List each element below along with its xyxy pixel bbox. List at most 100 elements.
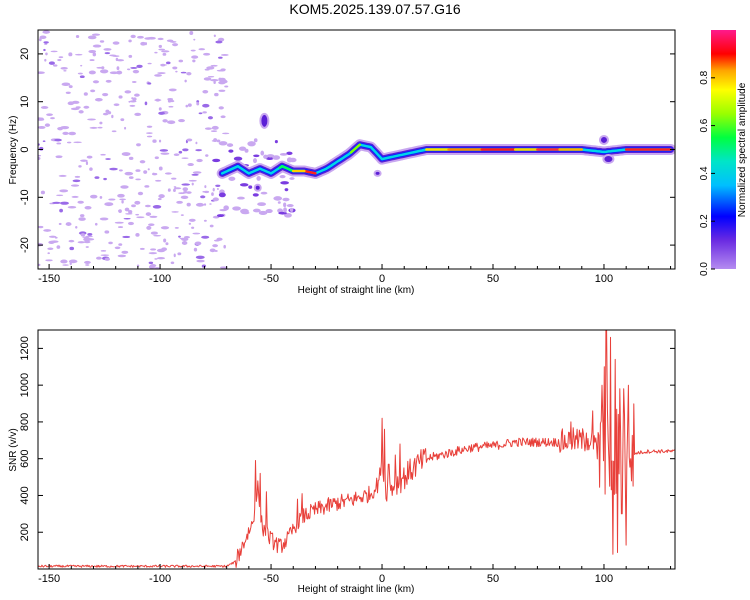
spectrogram-noise-blob	[210, 79, 219, 82]
spectrogram-noise-blob	[87, 118, 96, 121]
spectrogram-noise-blob	[60, 201, 69, 205]
spectrogram-noise-blob	[170, 261, 175, 265]
spectrogram-side-lobe	[253, 183, 262, 192]
spectrogram-noise-blob	[120, 185, 129, 189]
spectrogram-noise-blob	[150, 248, 157, 251]
spectrogram-noise-blob	[94, 97, 103, 102]
spectrogram-noise-blob	[100, 153, 106, 156]
spectrogram-noise-blob	[65, 91, 71, 95]
spectrogram-noise-blob	[195, 202, 205, 207]
snr-plot-area	[38, 330, 675, 568]
spectrogram-noise-blob	[80, 233, 86, 237]
spectrogram-noise-blob	[228, 149, 234, 153]
spectrogram-noise-blob	[156, 248, 166, 253]
spectrogram-noise-blob	[63, 70, 67, 72]
spectrogram-noise-blob	[127, 221, 134, 226]
spectrogram-noise-blob	[136, 143, 141, 147]
spectrogram-noise-blob	[232, 206, 241, 211]
spectrogram-noise-blob	[212, 244, 218, 248]
spectrogram-noise-blob	[284, 188, 289, 192]
spectrogram-noise-blob	[213, 34, 216, 38]
spectrogram-noise-blob	[99, 121, 103, 125]
spectrogram-noise-blob	[84, 205, 92, 210]
x-tick-label: 50	[487, 573, 499, 585]
spectrogram-noise-blob	[55, 156, 62, 159]
spectrogram-noise-blob	[167, 188, 171, 192]
spectrogram-noise-blob	[132, 97, 137, 101]
spectrogram-noise-blob	[162, 119, 168, 123]
spectrogram-noise-blob	[158, 111, 165, 115]
spectrogram-noise-blob	[207, 75, 215, 78]
spectrogram-noise-blob	[78, 110, 84, 114]
spectrogram-noise-blob	[44, 43, 48, 45]
spectrogram-noise-blob	[289, 177, 295, 180]
spectrogram-noise-blob	[218, 106, 224, 110]
spectrogram-side-lobe	[598, 134, 609, 145]
spectrogram-noise-blob	[156, 256, 166, 260]
spectrogram-noise-blob	[58, 222, 62, 226]
spectrogram-noise-blob	[210, 130, 218, 132]
spectrogram-noise-blob	[215, 40, 223, 44]
spectrogram-noise-blob	[207, 116, 213, 120]
spectrogram-noise-blob	[118, 209, 121, 213]
spectrogram-noise-blob	[145, 212, 152, 216]
spectrogram-noise-blob	[48, 235, 57, 238]
spectrogram-noise-blob	[180, 214, 184, 216]
spectrogram-noise-blob	[92, 52, 97, 57]
y-tick-label: 1000	[19, 373, 31, 397]
spectrogram-noise-blob	[195, 149, 203, 152]
spectrogram-noise-blob	[38, 154, 42, 157]
spectrogram-noise-blob	[60, 259, 68, 264]
spectrogram-noise-blob	[103, 177, 107, 181]
spectrogram-noise-blob	[167, 120, 176, 125]
spectrogram-noise-blob	[57, 58, 62, 62]
spectrogram-noise-blob	[90, 194, 98, 199]
spectrogram-noise-blob	[148, 252, 158, 255]
spectrogram-noise-blob	[173, 187, 182, 190]
spectrogram-noise-blob	[38, 156, 41, 160]
spectrogram-noise-blob	[248, 185, 253, 189]
spectrogram-noise-blob	[67, 206, 77, 209]
snr-panel: -150 -100 -50 0 50 100 200 400 600 800 1000 1200 H…	[8, 329, 676, 595]
spectrogram-noise-blob	[277, 208, 283, 213]
spectrogram-noise-blob	[104, 230, 110, 234]
spectrogram-noise-blob	[44, 123, 51, 127]
colorbar-tick-label: 0.2	[699, 214, 710, 228]
spectrogram-noise-blob	[150, 231, 158, 235]
spectrogram-noise-blob	[204, 68, 210, 71]
snr-y-axis: 200 400 600 800 1000 1200	[19, 336, 675, 541]
spectrogram-noise-blob	[100, 254, 110, 257]
spectrogram-noise-blob	[68, 259, 78, 264]
spectrogram-noise-blob	[201, 264, 207, 268]
spectrogram-noise-blob	[88, 70, 96, 75]
spectrogram-noise-blob	[212, 158, 221, 163]
spectrogram-noise-blob	[190, 49, 196, 52]
spectrogram-noise-blob	[286, 204, 294, 208]
spectrogram-noise-blob	[147, 168, 150, 171]
spectrogram-noise-blob	[216, 214, 225, 217]
spectrogram-noise-blob	[42, 30, 51, 34]
spectrogram-noise-blob	[146, 135, 153, 138]
spectrogram-noise-blob	[289, 207, 294, 213]
spectrogram-noise-blob	[193, 247, 198, 252]
spectrogram-noise-blob	[84, 260, 91, 264]
spectrogram-noise-blob	[202, 103, 210, 108]
spectrogram-noise-blob	[42, 140, 46, 142]
spectrogram-noise-blob	[109, 54, 117, 57]
spectrogram-noise-blob	[43, 229, 52, 232]
spectrogram-noise-blob	[214, 250, 218, 252]
spectrogram-noise-blob	[171, 177, 177, 180]
spectrogram-noise-blob	[203, 190, 210, 194]
spectrogram-noise-blob	[160, 226, 170, 230]
spectrogram-noise-blob	[79, 75, 85, 78]
spectrogram-x-label: Height of straight line (km)	[298, 285, 415, 296]
spectrogram-noise-blob	[103, 48, 112, 51]
spectrogram-noise-blob	[218, 80, 226, 85]
spectrogram-noise-blob	[144, 42, 148, 46]
spectrogram-noise-blob	[45, 259, 53, 262]
spectrogram-noise-blob	[50, 50, 58, 53]
spectrogram-noise-blob	[111, 130, 117, 133]
spectrogram-noise-blob	[177, 252, 182, 256]
spectrogram-noise-blob	[144, 185, 150, 188]
